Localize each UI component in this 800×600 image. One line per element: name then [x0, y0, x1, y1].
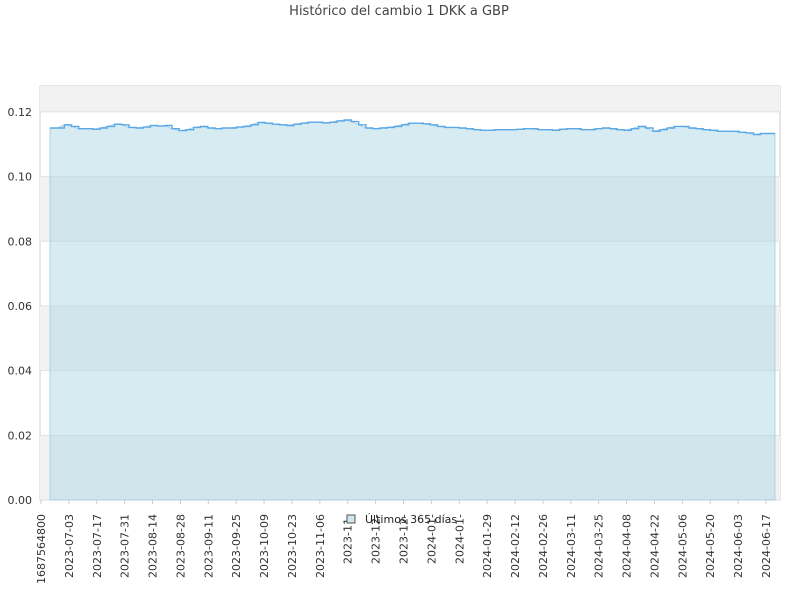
x-tick-label: 2024-02-12 [509, 514, 522, 578]
x-axis: 1687564800 2023-07-03 2023-07-17 2023-07-31… [35, 500, 773, 584]
y-tick-label: 0.08 [8, 235, 33, 248]
x-tick-label: 2024-06-17 [760, 514, 773, 578]
x-tick-label: 2023-12- [398, 514, 411, 564]
chart-title: Histórico del cambio 1 DKK a GBP [289, 4, 509, 19]
x-tick-label: 2024-03-25 [593, 514, 606, 578]
grid-band [40, 86, 780, 112]
x-tick-label: 2023-08-28 [174, 514, 187, 578]
x-tick-label: 2024-03-11 [565, 514, 578, 578]
x-tick-label: 2023-07-17 [91, 514, 104, 578]
x-tick-label: 2024-06-03 [732, 514, 745, 578]
x-tick-label: 2023-10-23 [286, 514, 299, 578]
y-tick-label: 0.06 [8, 300, 33, 313]
x-tick-label: 1687564800 [35, 514, 48, 584]
x-tick-label: 2023-10-09 [258, 514, 271, 578]
series-area [49, 119, 776, 501]
x-tick-label: 2023-09-25 [230, 514, 243, 578]
y-tick-label: 0.10 [8, 171, 33, 184]
x-tick-label: 2024-04-22 [648, 514, 661, 578]
x-tick-label: 2024-01- [425, 514, 438, 564]
y-tick-label: 0.02 [8, 429, 33, 442]
x-tick-label: 2024-01- [453, 514, 466, 564]
x-tick-label: 2024-02-26 [537, 514, 550, 578]
x-tick-label: 2023-11- [342, 514, 355, 564]
legend-swatch[interactable] [346, 514, 356, 524]
y-axis: 0.00 0.02 0.04 0.06 0.08 0.10 0.12 [8, 106, 33, 507]
x-tick-label: 2023-09-11 [202, 514, 215, 578]
y-tick-label: 0.12 [8, 106, 33, 119]
x-tick-label: 2023-07-03 [63, 514, 76, 578]
x-tick-label: 2024-04-08 [621, 514, 634, 578]
legend-label[interactable]: Últimos 365 días [365, 513, 457, 526]
x-tick-label: 2023-11-06 [314, 514, 327, 578]
x-tick-label: 2023-12- [370, 514, 383, 564]
legend[interactable]: Últimos 365 días [346, 513, 457, 526]
series-line [50, 119, 775, 136]
x-tick-label: 2024-01-29 [481, 514, 494, 578]
y-tick-label: 0.04 [8, 365, 33, 378]
x-tick-label: 2024-05-06 [676, 514, 689, 578]
y-tick-label: 0.00 [8, 494, 33, 507]
series-area-fill [49, 119, 776, 501]
x-tick-label: 2023-07-31 [119, 514, 132, 578]
x-tick-label: 2024-05-20 [704, 514, 717, 578]
x-tick-label: 2023-08-14 [147, 514, 160, 578]
